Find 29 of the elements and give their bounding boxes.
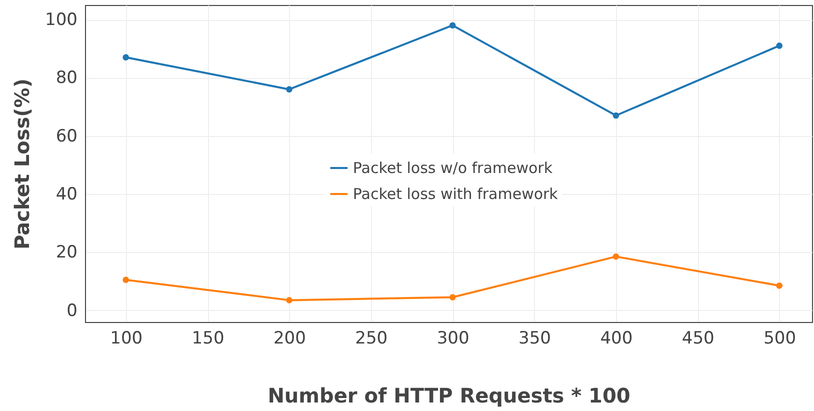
point bbox=[122, 54, 130, 61]
x-tick-label: 250 bbox=[355, 328, 388, 348]
y-tick-label: 0 bbox=[66, 300, 78, 321]
y-tick-label: 20 bbox=[56, 242, 78, 263]
x-tick-label: 450 bbox=[682, 328, 714, 348]
x-tick-label: 400 bbox=[600, 328, 633, 348]
x-axis-title: Number of HTTP Requests * 100 bbox=[268, 384, 630, 408]
y-tick-label: 80 bbox=[56, 68, 78, 88]
point bbox=[449, 22, 456, 29]
point bbox=[286, 297, 292, 304]
point bbox=[612, 112, 620, 119]
point bbox=[776, 282, 782, 289]
point bbox=[122, 276, 130, 283]
x-tick-label: 100 bbox=[110, 328, 143, 348]
x-tick-label: 200 bbox=[273, 328, 306, 348]
y-axis-title: Packet Loss(%) bbox=[10, 78, 34, 250]
y-tick-label: 60 bbox=[56, 126, 78, 146]
point bbox=[449, 294, 456, 300]
point bbox=[612, 253, 620, 260]
legend-label: Packet loss w/o framework bbox=[352, 158, 553, 177]
y-tick-label: 100 bbox=[45, 10, 78, 30]
x-tick-label: 350 bbox=[518, 328, 551, 348]
x-tick-label: 500 bbox=[764, 328, 796, 348]
point bbox=[286, 86, 292, 92]
point bbox=[776, 42, 782, 49]
y-tick-label: 40 bbox=[56, 184, 78, 205]
legend-label: Packet loss with framework bbox=[352, 184, 558, 203]
x-tick-label: 300 bbox=[436, 328, 470, 348]
x-tick-label: 150 bbox=[192, 328, 224, 348]
